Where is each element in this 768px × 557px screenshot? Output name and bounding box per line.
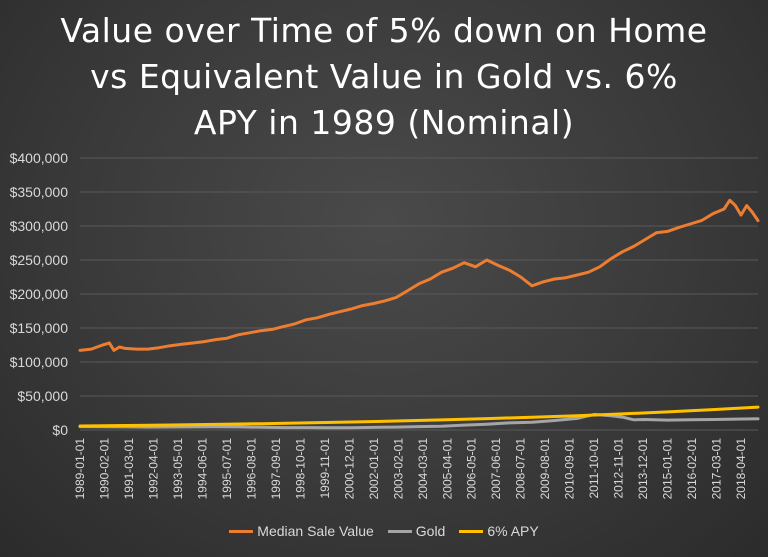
chart-title-line-2: vs Equivalent Value in Gold vs. 6% (90, 57, 678, 96)
legend-swatch-gold (387, 529, 412, 533)
chart-title: Value over Time of 5% down on Home vs Eq… (0, 8, 768, 146)
legend-label-gold: Gold (415, 523, 446, 539)
x-tick-label: 2017-03-01 (710, 438, 724, 500)
y-tick-label: $300,000 (10, 218, 69, 234)
x-tick-label: 1998-10-01 (293, 438, 307, 500)
y-tick-label: $50,000 (17, 388, 68, 404)
x-tick-label: 2000-12-01 (342, 438, 356, 500)
x-tick-label: 2016-02-01 (685, 438, 699, 500)
x-tick-label: 2005-04-01 (440, 438, 454, 500)
legend-item-median: Median Sale Value (229, 523, 374, 539)
series-line-median-sale-value (78, 198, 760, 352)
y-tick-label: $400,000 (10, 150, 69, 166)
x-tick-label: 2011-10-01 (587, 438, 601, 499)
y-tick-label: $200,000 (10, 286, 69, 302)
x-tick-label: 2008-07-01 (514, 438, 528, 500)
y-tick-label: $150,000 (10, 320, 69, 336)
x-tick-label: 2018-04-01 (734, 438, 748, 500)
legend-swatch-median (229, 529, 254, 533)
x-tick-label: 1996-08-01 (244, 438, 258, 500)
x-tick-label: 2002-01-01 (367, 438, 381, 500)
x-tick-label: 1991-03-01 (122, 438, 136, 500)
x-tick-label: 2003-02-01 (391, 438, 405, 500)
x-tick-label: 1989-01-01 (73, 438, 87, 500)
legend-item-gold: Gold (387, 523, 446, 539)
x-tick-label: 2015-01-01 (661, 438, 675, 500)
x-tick-label: 2006-05-01 (465, 438, 479, 500)
legend-item-apy: 6% APY (459, 523, 539, 539)
series-line-6pct-apy (78, 405, 760, 428)
x-tick-label: 1990-02-01 (97, 438, 111, 500)
x-tick-label: 1992-04-01 (146, 438, 160, 500)
x-tick-label: 1995-07-01 (220, 438, 234, 500)
x-tick-label: 2013-12-01 (636, 438, 650, 500)
legend-label-apy: 6% APY (487, 523, 539, 539)
y-tick-label: $350,000 (10, 184, 69, 200)
x-tick-label: 1997-09-01 (269, 438, 283, 500)
x-tick-label: 2007-06-01 (489, 438, 503, 500)
x-tick-label: 2004-03-01 (416, 438, 430, 500)
series-lines (78, 198, 760, 430)
x-axis-tick-labels: 1989-01-01 1990-02-01 1991-03-01 1992-04-01… (73, 438, 748, 500)
x-tick-label: 2010-09-01 (563, 438, 577, 500)
series-line-gold (78, 412, 760, 430)
chart-title-line-1: Value over Time of 5% down on Home (60, 11, 708, 50)
gridlines (80, 157, 758, 431)
legend-label-median: Median Sale Value (257, 523, 374, 539)
y-axis-tick-labels: $0 $50,000 $100,000 $150,000 $200,000 $250,00… (10, 150, 69, 438)
y-tick-label: $250,000 (10, 252, 69, 268)
x-tick-label: 2009-08-01 (538, 438, 552, 500)
legend: Median Sale Value Gold 6% APY (0, 523, 768, 539)
y-tick-label: $0 (52, 422, 68, 438)
x-tick-label: 1993-05-01 (171, 438, 185, 500)
y-tick-label: $100,000 (10, 354, 69, 370)
legend-swatch-apy (459, 529, 484, 533)
x-tick-label: 1994-06-01 (195, 438, 209, 500)
x-tick-label: 2012-11-01 (612, 438, 626, 499)
chart-title-line-3: APY in 1989 (Nominal) (193, 103, 575, 142)
x-tick-label: 1999-11-01 (318, 438, 332, 499)
